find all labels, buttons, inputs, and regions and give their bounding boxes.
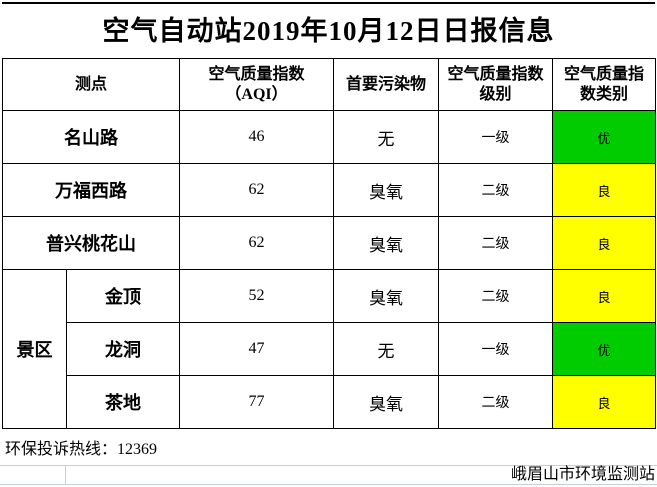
air-quality-table: 测点 空气质量指数 （AQI） 首要污染物 空气质量指数 级别 空气质量指 数类… bbox=[1, 58, 657, 429]
aqi-cell: 47 bbox=[179, 322, 335, 376]
site-cell: 普兴桃花山 bbox=[1, 216, 181, 270]
hotline-text: 环保投诉热线：12369 bbox=[5, 441, 158, 458]
level-cell: 二级 bbox=[438, 269, 554, 323]
category-cell: 优 bbox=[552, 322, 657, 376]
table-row: 名山路 46 无 一级 优 bbox=[1, 110, 657, 164]
header-level: 空气质量指数 级别 bbox=[438, 58, 554, 111]
agency-name: 峨眉山市环境监测站 bbox=[510, 466, 655, 483]
aqi-cell: 77 bbox=[179, 375, 335, 429]
level-cell: 一级 bbox=[438, 322, 554, 376]
table-row: 龙洞 47 无 一级 优 bbox=[3, 322, 657, 376]
level-cell: 二级 bbox=[438, 216, 554, 270]
top-rule bbox=[2, 2, 655, 4]
pollutant-cell: 臭氧 bbox=[333, 216, 440, 270]
bottom-bar: 峨眉山市环境监测站 bbox=[0, 465, 657, 485]
pollutant-cell: 无 bbox=[333, 110, 440, 164]
level-cell: 二级 bbox=[438, 163, 554, 217]
bottom-bar-divider bbox=[65, 466, 66, 484]
table-header-row: 测点 空气质量指数 （AQI） 首要污染物 空气质量指数 级别 空气质量指 数类… bbox=[1, 58, 657, 111]
pollutant-cell: 臭氧 bbox=[333, 163, 440, 217]
category-cell: 良 bbox=[552, 375, 657, 429]
level-cell: 一级 bbox=[438, 110, 554, 164]
aqi-cell: 62 bbox=[179, 216, 335, 270]
category-cell: 良 bbox=[552, 216, 657, 270]
table-row: 茶地 77 臭氧 二级 良 bbox=[3, 375, 657, 429]
site-cell: 金顶 bbox=[65, 269, 181, 323]
aqi-cell: 46 bbox=[179, 110, 335, 164]
category-cell: 良 bbox=[552, 163, 657, 217]
level-cell: 二级 bbox=[438, 375, 554, 429]
site-cell: 茶地 bbox=[65, 375, 181, 429]
page-title: 空气自动站2019年10月12日日报信息 bbox=[102, 16, 555, 46]
pollutant-cell: 臭氧 bbox=[333, 269, 440, 323]
aqi-cell: 62 bbox=[179, 163, 335, 217]
header-pollutant: 首要污染物 bbox=[333, 58, 440, 111]
header-category: 空气质量指 数类别 bbox=[552, 58, 657, 111]
aqi-cell: 52 bbox=[179, 269, 335, 323]
category-cell: 良 bbox=[552, 269, 657, 323]
header-aqi: 空气质量指数 （AQI） bbox=[179, 58, 335, 111]
group-label-cell: 景区 bbox=[2, 269, 67, 429]
table-row: 景区 金顶 52 臭氧 二级 良 bbox=[2, 269, 657, 429]
site-cell: 万福西路 bbox=[1, 163, 181, 217]
table-row: 普兴桃花山 62 臭氧 二级 良 bbox=[1, 216, 657, 270]
pollutant-cell: 臭氧 bbox=[333, 375, 440, 429]
site-cell: 龙洞 bbox=[65, 322, 181, 376]
table-row: 万福西路 62 臭氧 二级 良 bbox=[1, 163, 657, 217]
header-site: 测点 bbox=[1, 58, 181, 111]
site-cell: 名山路 bbox=[1, 110, 181, 164]
pollutant-cell: 无 bbox=[333, 322, 440, 376]
category-cell: 优 bbox=[552, 110, 657, 164]
